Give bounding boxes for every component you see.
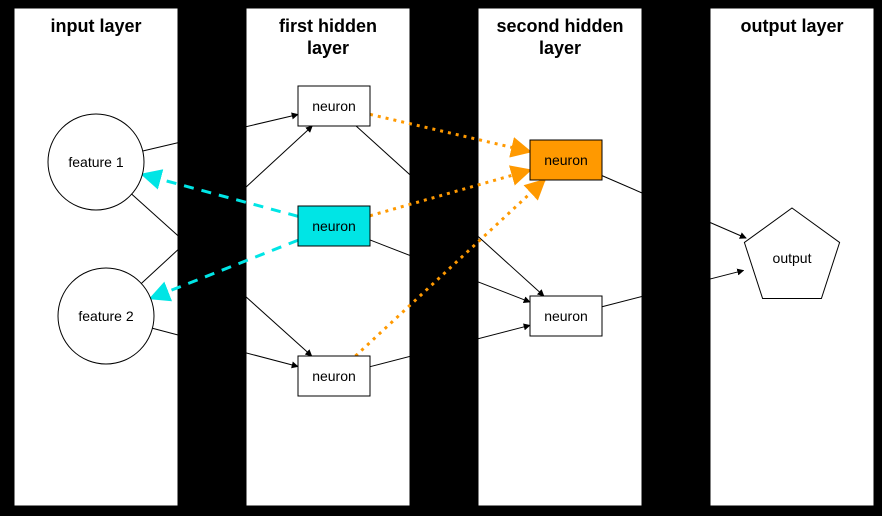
nn-diagram: input layerfirst hiddenlayersecond hidde… [0, 0, 882, 516]
panel-title-hidden1: first hidden [279, 16, 377, 36]
panel-title-input: input layer [50, 16, 141, 36]
panel-input: input layer [14, 8, 178, 506]
panel-title-hidden2: layer [539, 38, 581, 58]
node-h2b: neuron [530, 296, 602, 336]
panel-hidden2: second hiddenlayer [478, 8, 642, 506]
node-label-h1b: neuron [312, 218, 356, 234]
panel-title-hidden1: layer [307, 38, 349, 58]
node-label-h1a: neuron [312, 98, 356, 114]
node-h1c: neuron [298, 356, 370, 396]
node-label-out: output [773, 250, 812, 266]
node-h1a: neuron [298, 86, 370, 126]
node-label-h2b: neuron [544, 308, 588, 324]
panel-hidden1: first hiddenlayer [246, 8, 410, 506]
node-label-h1c: neuron [312, 368, 356, 384]
node-h2a: neuron [530, 140, 602, 180]
node-label-h2a: neuron [544, 152, 588, 168]
node-f2: feature 2 [58, 268, 154, 364]
node-label-f2: feature 2 [78, 308, 133, 324]
panel-title-hidden2: second hidden [496, 16, 623, 36]
panel-bg-hidden1 [246, 8, 410, 506]
panel-bg-hidden2 [478, 8, 642, 506]
node-f1: feature 1 [48, 114, 144, 210]
panel-title-output: output layer [740, 16, 843, 36]
node-label-f1: feature 1 [68, 154, 123, 170]
panel-bg-input [14, 8, 178, 506]
node-h1b: neuron [298, 206, 370, 246]
